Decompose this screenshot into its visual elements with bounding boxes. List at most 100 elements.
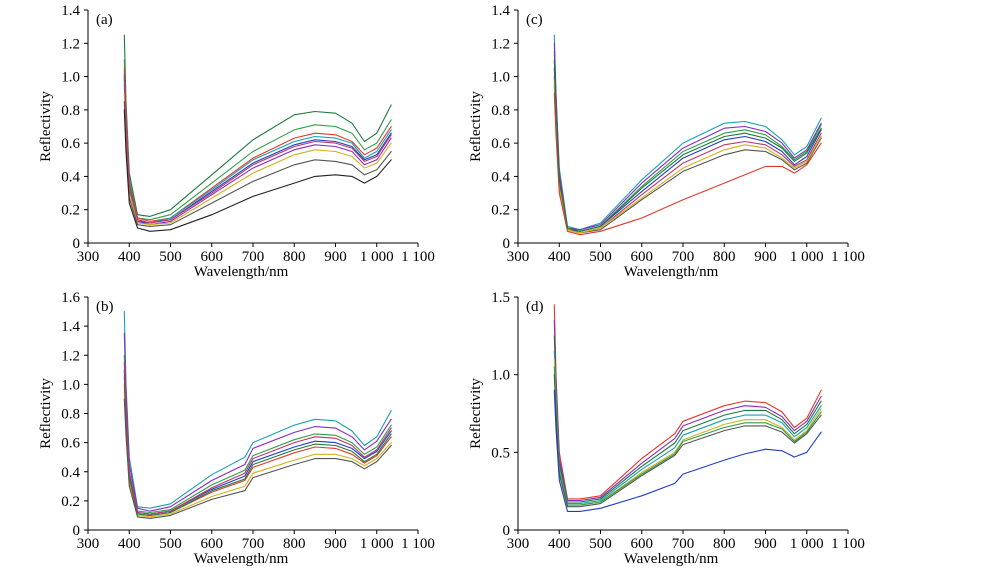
panel-label: (b) [96, 299, 114, 315]
y-tick-label: 1.4 [491, 3, 510, 19]
y-tick-label: 0.6 [61, 436, 80, 452]
series-line [553, 335, 822, 503]
series-line [123, 361, 392, 515]
series-line [123, 84, 392, 226]
x-tick-label: 500 [589, 536, 612, 552]
series-line [553, 34, 822, 231]
x-tick-label: 600 [201, 249, 224, 265]
series-line [123, 311, 392, 509]
x-tick-label: 400 [548, 249, 571, 265]
series-line [553, 319, 822, 502]
x-tick-label: 800 [283, 249, 306, 265]
x-tick-label: 700 [672, 536, 695, 552]
series-group [123, 34, 392, 232]
x-tick-label: 1 100 [831, 249, 865, 265]
y-tick-label: 0.2 [61, 203, 80, 219]
x-tick-label: 300 [507, 249, 530, 265]
y-tick-label: 0.8 [491, 103, 510, 119]
x-tick-label: 300 [77, 536, 100, 552]
series-line [123, 92, 392, 226]
series-line [553, 42, 822, 231]
series-line [123, 34, 392, 217]
panel-label: (c) [526, 12, 543, 28]
x-tick-label: 1 000 [360, 249, 394, 265]
y-tick-label: 1.0 [491, 368, 510, 384]
y-tick-label: 1.2 [61, 348, 80, 364]
y-tick-label: 0.4 [61, 169, 80, 185]
x-axis-title: Wavelength/nm [624, 264, 719, 280]
y-tick-label: 0.2 [491, 203, 510, 219]
x-tick-label: 1 100 [401, 536, 435, 552]
x-axis-title: Wavelength/nm [194, 551, 289, 567]
chart-panel: 300 400 500 600 700 800 900 1 000 1 10000.20.40.… [38, 290, 435, 567]
x-tick-label: 800 [283, 536, 306, 552]
series-line [123, 67, 392, 222]
x-tick-label: 900 [754, 536, 777, 552]
y-tick-label: 1.0 [61, 377, 80, 393]
series-line [123, 383, 392, 516]
series-line [123, 76, 392, 224]
x-tick-label: 1 000 [790, 536, 824, 552]
series-line [553, 79, 822, 234]
x-tick-label: 1 100 [401, 249, 435, 265]
y-tick-label: 1.4 [61, 3, 80, 19]
y-tick-label: 0.8 [61, 103, 80, 119]
x-tick-label: 500 [159, 536, 182, 552]
y-tick-label: 0 [503, 523, 511, 539]
x-tick-label: 1 000 [360, 536, 394, 552]
series-line [123, 398, 392, 519]
series-line [123, 391, 392, 518]
y-tick-label: 0.4 [491, 169, 510, 185]
y-axis-title: Reflectivity [468, 378, 484, 449]
chart-panel: 300 400 500 600 700 800 900 1 000 1 10000.51.01.… [468, 290, 865, 567]
y-tick-label: 0.6 [61, 136, 80, 152]
panel-label: (d) [526, 299, 544, 315]
y-axis-title: Reflectivity [38, 378, 54, 449]
x-tick-label: 900 [324, 249, 347, 265]
series-line [123, 100, 392, 227]
series-line [123, 72, 392, 224]
y-tick-label: 0 [73, 236, 81, 252]
series-line [553, 76, 822, 234]
x-tick-label: 800 [713, 536, 736, 552]
series-line [553, 92, 822, 236]
x-tick-label: 500 [159, 249, 182, 265]
y-tick-label: 1.0 [491, 70, 510, 86]
x-tick-label: 300 [507, 536, 530, 552]
series-line [123, 109, 392, 232]
y-tick-label: 0 [73, 523, 81, 539]
y-tick-label: 0.8 [61, 407, 80, 423]
x-tick-label: 700 [242, 249, 265, 265]
series-line [553, 366, 822, 506]
x-axis-title: Wavelength/nm [624, 551, 719, 567]
y-tick-label: 0.2 [61, 494, 80, 510]
y-tick-label: 0.6 [491, 136, 510, 152]
y-tick-label: 1.6 [61, 290, 80, 306]
series-line [553, 304, 822, 500]
series-group [123, 311, 392, 519]
x-tick-label: 400 [548, 536, 571, 552]
x-tick-label: 800 [713, 249, 736, 265]
panel-label: (a) [96, 12, 113, 28]
x-tick-label: 900 [324, 536, 347, 552]
series-line [123, 376, 392, 516]
series-group [553, 304, 822, 512]
x-tick-label: 600 [631, 536, 654, 552]
series-line [553, 374, 822, 508]
chart-panel: 300 400 500 600 700 800 900 1 000 1 10000.20.40.… [468, 3, 865, 280]
x-tick-label: 400 [118, 536, 141, 552]
x-axis-title: Wavelength/nm [194, 264, 289, 280]
series-line [553, 59, 822, 232]
y-axis-title: Reflectivity [38, 91, 54, 162]
x-tick-label: 700 [672, 249, 695, 265]
x-tick-label: 400 [118, 249, 141, 265]
x-tick-label: 600 [201, 536, 224, 552]
x-tick-label: 1 000 [790, 249, 824, 265]
series-line [123, 59, 392, 221]
y-tick-label: 0.5 [491, 445, 510, 461]
y-tick-label: 1.2 [61, 36, 80, 52]
x-tick-label: 700 [242, 536, 265, 552]
y-tick-label: 1.5 [491, 290, 510, 306]
series-line [553, 389, 822, 512]
